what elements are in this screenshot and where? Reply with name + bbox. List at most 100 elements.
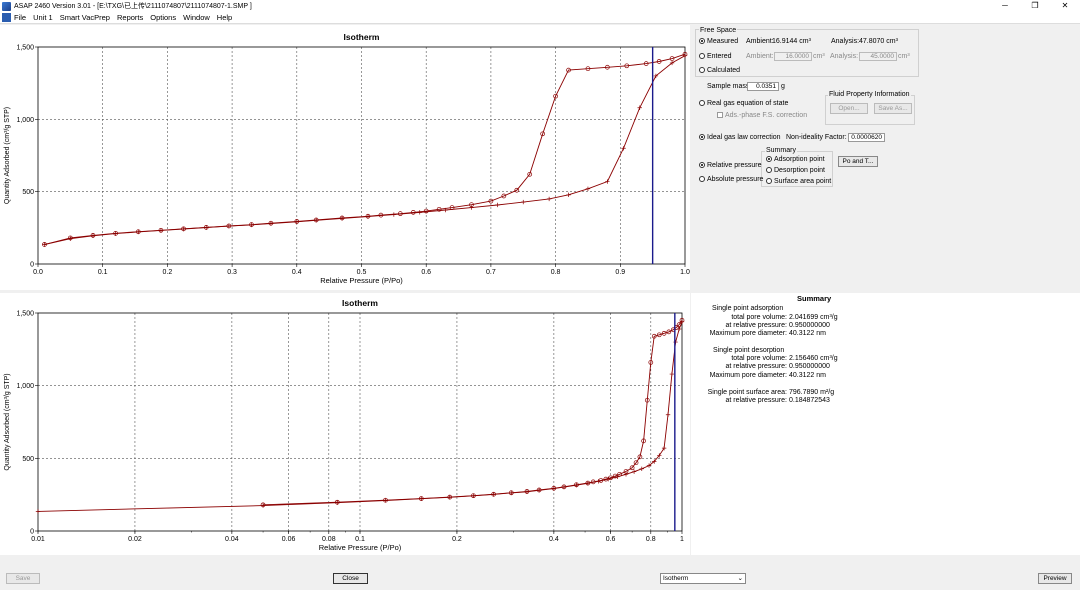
menu-file[interactable]: File [14,13,27,22]
adsorption-point-radio[interactable]: Adsorption point [766,156,825,163]
surface-area-point-radio[interactable]: Surface area point [766,178,831,185]
analysis-value: 47.8070 cm³ [859,38,898,45]
fluid-save-as-button[interactable]: Save As... [874,103,912,114]
ads-rp-label: at relative pressure: [725,322,787,329]
data-point-circle [423,208,429,214]
data-point-circle [666,329,672,335]
data-point-circle [598,478,604,483]
y-tick-label: 1,500 [16,45,34,52]
data-point-circle [418,496,424,501]
ads-tpv-label: total pore volume: [731,314,787,321]
data-point-circle [203,225,209,230]
data-point-circle [574,482,579,488]
maximize-button[interactable]: ❐ [1031,1,1039,10]
y-tick-label: 1,000 [16,117,34,124]
des-mpd-value: 40.3122 nm [789,372,826,379]
relative-pressure-label: Relative pressure [707,162,762,169]
relative-pressure-radio[interactable]: Relative pressure [699,162,761,169]
des-tpv-value: 2.156460 cm³/g [789,355,838,362]
y-tick-label: 0 [30,262,34,269]
report-select[interactable]: Isotherm ⌄ [660,573,746,584]
ads-phase-checkbox[interactable]: Ads.-phase F.S. correction [717,112,807,119]
ads-header: Single point adsorption [712,305,784,312]
po-and-t-button[interactable]: Po and T... [838,156,878,167]
x-tick-label: 0.08 [322,536,336,543]
data-point-circle [339,215,345,221]
ideal-gas-radio[interactable]: Ideal gas law correction [699,134,781,141]
data-point-plus [623,472,629,477]
preview-button[interactable]: Preview [1038,573,1072,584]
x-tick-label: 0.2 [163,269,173,276]
fluid-open-button[interactable]: Open... [830,103,868,114]
data-point-plus [669,371,675,377]
data-point-plus [653,73,659,79]
desorption-point-label: Desorption point [774,167,825,174]
data-point-plus [669,60,675,66]
desorption-point-radio[interactable]: Desorption point [766,167,825,174]
data-point-plus [673,339,678,345]
x-tick-label: 1 [680,536,684,543]
data-point-plus [637,105,642,110]
data-point-circle [42,242,47,247]
entered-label: Entered [707,53,732,60]
data-point-circle [135,229,141,235]
x-tick-label: 0.4 [549,536,559,543]
data-point-circle [623,469,629,474]
data-point-circle [590,479,596,485]
absolute-pressure-radio[interactable]: Absolute pressure [699,176,763,183]
x-tick-label: 0.0 [33,269,43,276]
real-gas-radio[interactable]: Real gas equation of state [699,100,788,107]
menu-help[interactable]: Help [216,13,233,22]
data-point-circle [397,211,403,217]
summary-panel: Summary Single point adsorption total po… [691,293,1080,555]
data-point-circle [524,489,530,494]
measured-radio[interactable]: Measured [699,38,738,45]
data-point-circle [268,220,274,226]
entered-analysis-field[interactable]: 45.0000 [859,52,897,61]
data-point-plus [521,199,526,205]
data-point-circle [471,493,476,499]
minimize-button[interactable]: ─ [1002,1,1008,10]
data-point-circle [585,480,591,486]
data-point-plus [546,196,552,202]
data-point-circle [656,59,662,64]
x-axis-label: Relative Pressure (P/Po) [320,276,403,285]
data-point-circle [644,397,650,403]
data-point-plus [605,179,610,184]
sa-label: Single point surface area: [707,389,787,396]
report-select-value: Isotherm [663,575,689,582]
calculated-radio[interactable]: Calculated [699,67,740,74]
nonideality-field[interactable]: 0.0000620 [848,133,885,142]
data-point-circle [643,61,649,66]
close-button[interactable]: Close [333,573,368,584]
data-point-plus [639,466,644,471]
entered-radio[interactable]: Entered [699,53,732,60]
bottom-bar: Save Close Isotherm ⌄ Preview [0,567,1080,590]
data-point-circle [334,499,340,505]
des-mpd-label: Maximum pore diameter: [709,372,787,379]
data-point-circle [508,490,514,496]
entered-ambient-field[interactable]: 16.0000 [774,52,812,61]
data-point-circle [605,64,610,70]
data-point-circle [669,56,675,61]
data-point-circle [637,454,643,460]
menu-reports[interactable]: Reports [116,13,144,22]
close-window-button[interactable]: ✕ [1061,1,1069,10]
ideal-gas-label: Ideal gas law correction [707,134,781,141]
isotherm-linear-chart: Isotherm 0.0 0.1 0.2 0.3 0.4 0.5 0.6 0.7 0.8 0.9 1.… [4,32,690,285]
sa-rp-value: 0.184872543 [789,397,830,404]
adsorption-point-label: Adsorption point [774,156,825,163]
save-button[interactable]: Save [6,573,40,584]
menu-smart-vacprep[interactable]: Smart VacPrep [59,13,110,22]
data-point-circle [249,222,254,228]
menu-unit1[interactable]: Unit 1 [33,13,53,22]
sample-mass-field[interactable]: 0.0351 [747,82,779,91]
menu-window[interactable]: Window [183,13,210,22]
des-rp-value: 0.950000000 [789,363,830,370]
x-tick-label: 0.8 [551,269,561,276]
sample-mass-unit: g [781,83,785,90]
data-point-circle [540,131,546,137]
data-point-plus [646,463,652,468]
menu-options[interactable]: Options [150,13,177,22]
data-point-circle [679,317,685,323]
